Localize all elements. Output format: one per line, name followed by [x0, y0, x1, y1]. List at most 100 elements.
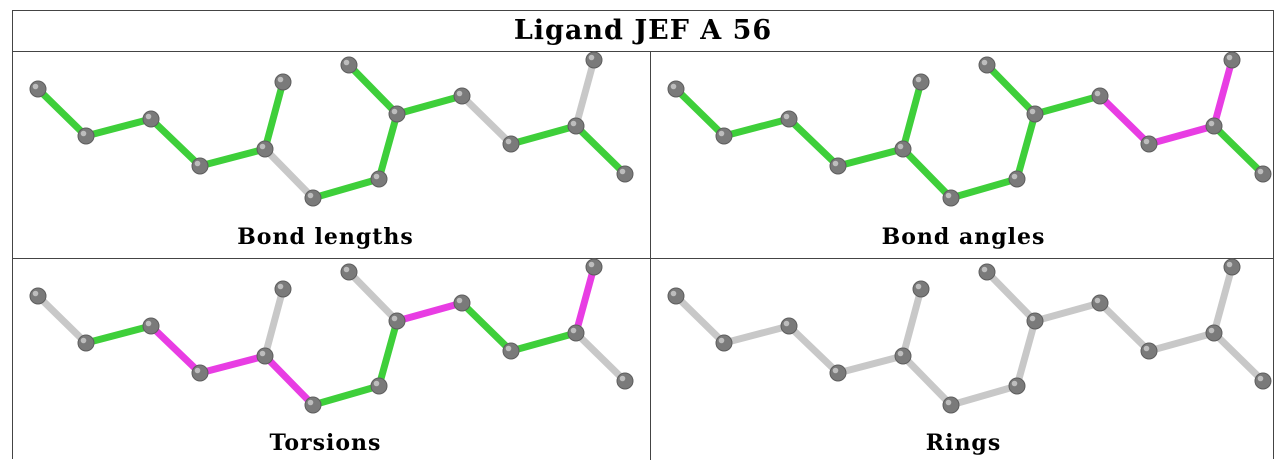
atom	[502, 342, 520, 360]
atom	[1008, 170, 1026, 188]
bond	[720, 322, 793, 347]
atom	[256, 347, 274, 365]
atom-highlight	[619, 168, 626, 175]
atom-highlight	[194, 160, 201, 167]
atom-highlight	[505, 345, 512, 352]
atom-highlight	[832, 367, 839, 374]
atom	[142, 110, 160, 128]
bond	[147, 322, 204, 377]
bond	[1145, 329, 1218, 355]
bond	[196, 352, 269, 377]
atom	[191, 364, 209, 382]
atom	[1254, 372, 1272, 390]
panel-rings	[651, 258, 1276, 464]
bond	[983, 61, 1039, 118]
atom	[502, 135, 520, 153]
atom-highlight	[1257, 168, 1264, 175]
atom-highlight	[1143, 138, 1150, 145]
bond	[309, 382, 383, 409]
bond	[345, 61, 401, 118]
atom	[340, 56, 358, 74]
bond	[899, 145, 955, 202]
bond	[899, 78, 925, 153]
atom	[894, 347, 912, 365]
bond	[261, 78, 287, 153]
bond	[261, 352, 317, 409]
atom	[978, 263, 996, 281]
atom	[1140, 342, 1158, 360]
bond	[1210, 56, 1236, 130]
atom-highlight	[1011, 173, 1018, 180]
bond	[947, 175, 1021, 202]
atom	[1026, 105, 1044, 123]
atom-highlight	[619, 375, 626, 382]
atom	[780, 317, 798, 335]
atom	[829, 364, 847, 382]
atom-highlight	[373, 173, 380, 180]
atom	[1205, 324, 1223, 342]
bond	[720, 115, 793, 140]
atom	[667, 287, 685, 305]
atom-highlight	[373, 380, 380, 387]
bond	[82, 322, 155, 347]
atom	[942, 396, 960, 414]
atom-highlight	[456, 297, 463, 304]
bond	[1145, 122, 1218, 148]
ligand-title: Ligand JEF A 56	[13, 11, 1273, 52]
bond	[345, 268, 401, 325]
atom-highlight	[570, 327, 577, 334]
bond	[458, 92, 515, 148]
atom-highlight	[718, 130, 725, 137]
atom	[829, 157, 847, 175]
molecule-bond-lengths	[29, 51, 634, 207]
bond	[672, 85, 728, 140]
atom	[1205, 117, 1223, 135]
atom-highlight	[145, 113, 152, 120]
atom	[780, 110, 798, 128]
atom-highlight	[832, 160, 839, 167]
atom-highlight	[277, 283, 284, 290]
column-divider	[650, 51, 651, 460]
atom-highlight	[897, 350, 904, 357]
bond	[393, 299, 466, 325]
atom	[585, 258, 603, 276]
bond	[572, 56, 598, 130]
atom-highlight	[670, 290, 677, 297]
atom	[1026, 312, 1044, 330]
bond	[983, 268, 1039, 325]
bond	[507, 329, 580, 355]
bond	[34, 292, 90, 347]
bond	[1031, 92, 1104, 118]
atom-highlight	[1226, 54, 1233, 61]
atom-highlight	[783, 320, 790, 327]
bond	[82, 115, 155, 140]
atom	[1223, 258, 1241, 276]
atom-highlight	[343, 266, 350, 273]
atom-highlight	[915, 283, 922, 290]
atom	[370, 170, 388, 188]
bond	[1096, 299, 1153, 355]
bond	[899, 285, 925, 360]
bond	[1210, 329, 1267, 385]
atom	[667, 80, 685, 98]
atom-highlight	[1094, 297, 1101, 304]
caption-torsions: Torsions	[269, 430, 382, 456]
molecule-rings	[667, 258, 1272, 414]
atom	[77, 127, 95, 145]
panel-bond-angles	[651, 51, 1276, 257]
atom	[453, 87, 471, 105]
bond	[785, 322, 842, 377]
atom	[340, 263, 358, 281]
bond	[899, 352, 955, 409]
bond	[947, 382, 1021, 409]
bond	[34, 85, 90, 140]
atom-highlight	[277, 76, 284, 83]
caption-rings: Rings	[925, 430, 1002, 456]
atom-highlight	[981, 59, 988, 66]
atom	[567, 324, 585, 342]
atom	[715, 334, 733, 352]
atom	[29, 287, 47, 305]
molecule-torsions	[29, 258, 634, 414]
atom-highlight	[588, 261, 595, 268]
caption-bond-angles: Bond angles	[881, 224, 1046, 250]
